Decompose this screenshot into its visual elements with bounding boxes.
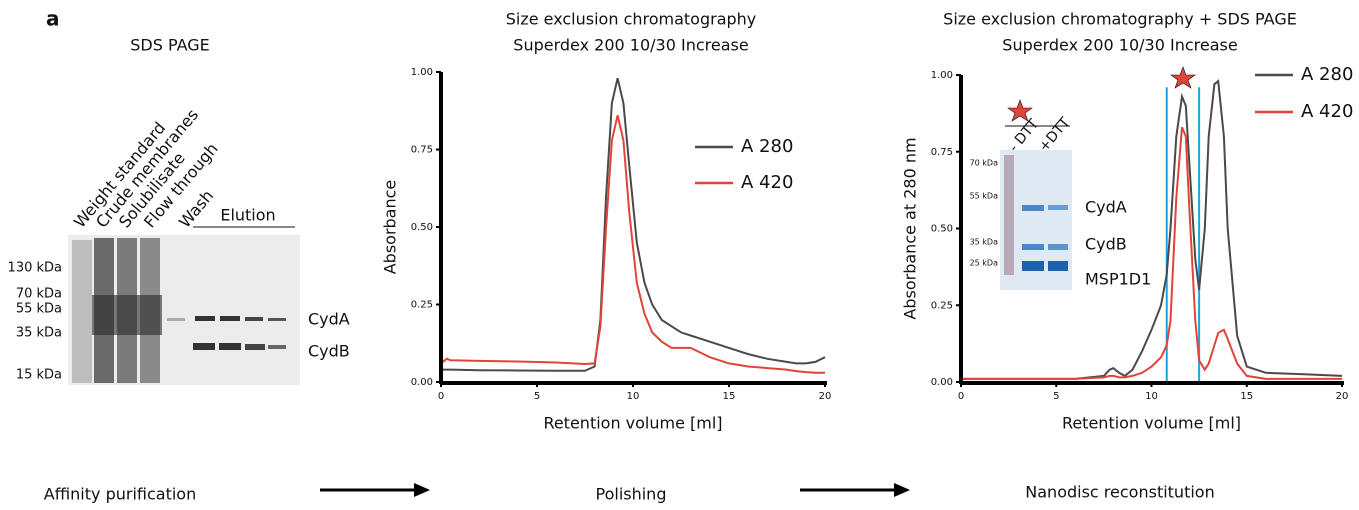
x-tick-label: 20 bbox=[1336, 391, 1349, 402]
marker-label: 15 kDa bbox=[16, 368, 62, 383]
chart-title: Size exclusion chromatography bbox=[506, 10, 757, 29]
y-tick-label: 1.00 bbox=[411, 67, 433, 78]
x-tick-label: 10 bbox=[627, 391, 640, 402]
legend-label: A 420 bbox=[741, 172, 793, 193]
marker-label: 35 kDa bbox=[16, 326, 62, 341]
lane-label: +DTT bbox=[1036, 114, 1074, 155]
legend-label: A 420 bbox=[1301, 101, 1353, 122]
x-axis-label: Retention volume [ml] bbox=[543, 414, 722, 433]
marker-label: 55 kDa bbox=[16, 302, 62, 317]
chart-title: Size exclusion chromatography + SDS PAGE bbox=[943, 10, 1297, 29]
legend-label: A 280 bbox=[741, 136, 793, 157]
x-tick-label: 0 bbox=[958, 391, 964, 402]
gel-title: SDS PAGE bbox=[130, 36, 210, 55]
x-tick-label: 5 bbox=[1053, 391, 1059, 402]
band-label: CydB bbox=[1085, 235, 1127, 254]
data-line bbox=[441, 78, 825, 371]
band-label: CydA bbox=[1085, 198, 1127, 217]
step-label: Polishing bbox=[596, 485, 667, 504]
band-label: CydB bbox=[308, 342, 350, 361]
marker-label: 55 kDa bbox=[970, 192, 999, 201]
y-tick-label: 0.25 bbox=[411, 300, 433, 311]
x-tick-label: 0 bbox=[438, 391, 444, 402]
band-label: MSP1D1 bbox=[1085, 270, 1151, 289]
x-tick-label: 15 bbox=[723, 391, 736, 402]
y-tick-label: 0.50 bbox=[931, 224, 953, 235]
chart-subtitle: Superdex 200 10/30 Increase bbox=[513, 36, 748, 55]
chart-subtitle: Superdex 200 10/30 Increase bbox=[1002, 36, 1237, 55]
step-label: Nanodisc reconstitution bbox=[1025, 483, 1214, 502]
y-tick-label: 0.25 bbox=[931, 300, 953, 311]
marker-label: 25 kDa bbox=[970, 259, 999, 268]
y-tick-label: 0.50 bbox=[411, 222, 433, 233]
y-tick-label: 0.75 bbox=[411, 145, 433, 156]
y-tick-label: 0.00 bbox=[411, 377, 433, 388]
page: a SDS PAGE Elution Affinity purification bbox=[0, 0, 1359, 510]
y-tick-label: 0.75 bbox=[931, 147, 953, 158]
figure: a SDS PAGE Elution Affinity purification bbox=[0, 0, 1359, 510]
x-axis-label: Retention volume [ml] bbox=[1062, 414, 1241, 433]
arrow bbox=[320, 483, 430, 497]
marker-label: 35 kDa bbox=[970, 238, 999, 247]
marker-label: 70 kDa bbox=[970, 159, 999, 168]
x-tick-label: 5 bbox=[534, 391, 540, 402]
gel-image bbox=[68, 235, 300, 385]
band-label: CydA bbox=[308, 310, 350, 329]
x-tick-label: 20 bbox=[819, 391, 832, 402]
y-tick-label: 0.00 bbox=[931, 377, 953, 388]
arrow bbox=[800, 483, 910, 497]
inset-gel bbox=[1000, 150, 1072, 290]
x-tick-label: 15 bbox=[1240, 391, 1253, 402]
panel-label: a bbox=[46, 7, 60, 31]
y-axis-label: Absorbance at 280 nm bbox=[901, 137, 920, 319]
x-tick-label: 10 bbox=[1145, 391, 1158, 402]
group-label: Elution bbox=[220, 206, 275, 225]
y-tick-label: 1.00 bbox=[931, 70, 953, 81]
lane-label: - DTT bbox=[1006, 116, 1042, 155]
step-label: Affinity purification bbox=[44, 485, 196, 504]
marker-label: 130 kDa bbox=[8, 261, 62, 276]
y-axis-label: Absorbance bbox=[381, 180, 400, 275]
legend-label: A 280 bbox=[1301, 64, 1353, 85]
star-icon bbox=[1171, 67, 1195, 88]
marker-label: 70 kDa bbox=[16, 287, 62, 302]
